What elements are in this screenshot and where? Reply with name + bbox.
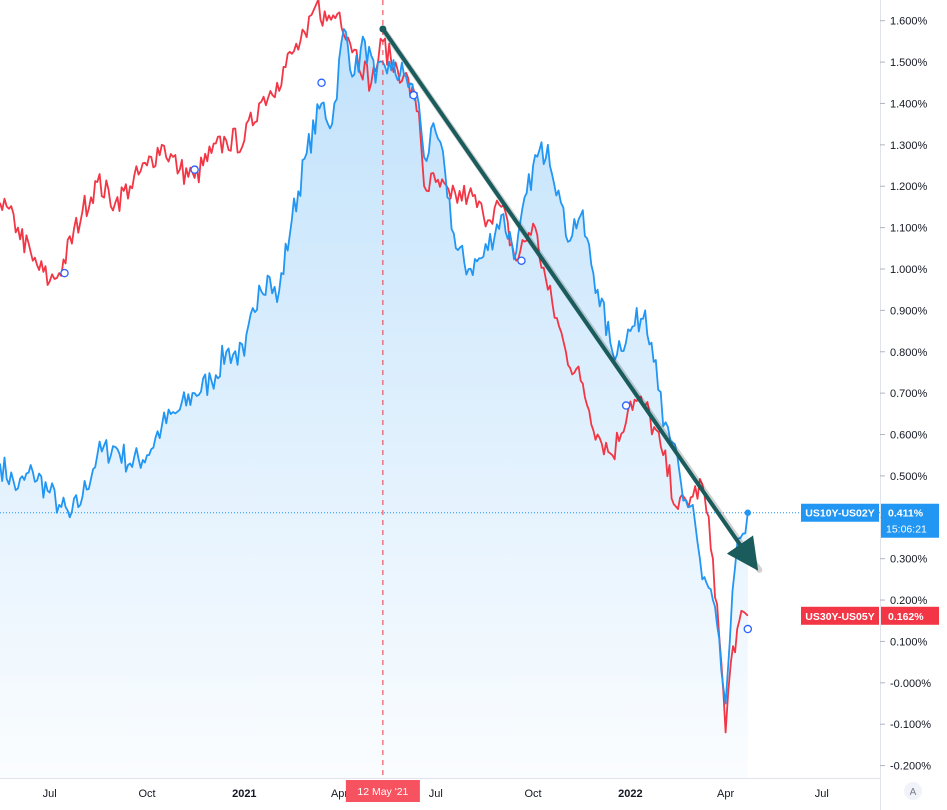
x-tick-label: 2022 (618, 788, 642, 800)
auto-scale-label: A (910, 787, 917, 798)
auto-scale-circle (904, 782, 922, 800)
auto-scale-button[interactable]: A (904, 782, 922, 800)
annotations (0, 0, 880, 778)
y-tick-label: 1.600% (890, 16, 928, 28)
last-point-dot (744, 509, 751, 516)
value-badge (881, 606, 939, 625)
y-tick-label: 1.400% (890, 98, 928, 110)
series-name-label: US10Y-US02Y (805, 508, 874, 520)
series-name-badge (801, 606, 879, 625)
marker-2 (317, 78, 326, 88)
time-badge-label: 15:06:21 (886, 524, 927, 536)
y-tick-label: 1.300% (890, 140, 928, 152)
marker-1 (190, 165, 199, 174)
value-badge-label: 0.411% (888, 508, 924, 520)
x-tick-label: 2021 (232, 788, 256, 800)
series-line-us10y-us02y (0, 28, 749, 705)
value-badge-label: 0.162% (888, 611, 924, 623)
y-tick-label: 0.100% (890, 636, 928, 648)
marker-0 (60, 268, 69, 278)
y-tick-label: 1.500% (890, 57, 928, 69)
series-lines (0, 0, 749, 734)
x-tick-label: Jul (43, 788, 57, 800)
y-tick-label: 0.900% (890, 305, 928, 317)
marker-3 (409, 90, 418, 100)
y-tick-label: 0.200% (890, 595, 928, 607)
x-tick-label: Oct (525, 788, 542, 800)
y-tick-label: 0.300% (890, 554, 928, 566)
y-tick-label: -0.200% (890, 761, 931, 773)
y-tick-label: 0.500% (890, 471, 928, 483)
marker-4 (517, 256, 526, 265)
area-fill (0, 29, 748, 778)
y-tick-label: 1.000% (890, 264, 928, 276)
series-name-label: US30Y-US05Y (805, 611, 874, 623)
y-tick-label: -0.100% (890, 719, 931, 731)
series-line-us30y-us05y (0, 0, 749, 734)
price-badges: 12 May '21 US10Y-US02Y 0.411% 15:06:21 US30Y… (345, 503, 939, 802)
series-name-badge (801, 503, 879, 522)
x-tick-label: Jul (815, 788, 829, 800)
trend-arrow-start (379, 25, 387, 33)
value-badge (881, 503, 939, 538)
marker-6 (743, 624, 753, 634)
trend-arrow (380, 26, 759, 571)
y-tick-label: 1.200% (890, 181, 928, 193)
marker-5 (621, 401, 631, 410)
y-tick-label: -0.000% (890, 678, 931, 690)
date-badge-label: 12 May '21 (357, 786, 408, 798)
y-tick-label: 0.700% (890, 388, 928, 400)
date-badge (345, 780, 420, 802)
y-tick-label: 0.800% (890, 347, 928, 359)
markers (60, 78, 753, 634)
x-tick-label: Apr (331, 788, 348, 800)
y-tick-label: 0.600% (890, 430, 928, 442)
y-tick-label: 1.100% (890, 223, 928, 235)
x-tick-label: Oct (138, 788, 155, 800)
us10y-area-fill (0, 29, 748, 778)
x-tick-label: Jul (429, 788, 443, 800)
x-tick-label: Apr (717, 788, 734, 800)
